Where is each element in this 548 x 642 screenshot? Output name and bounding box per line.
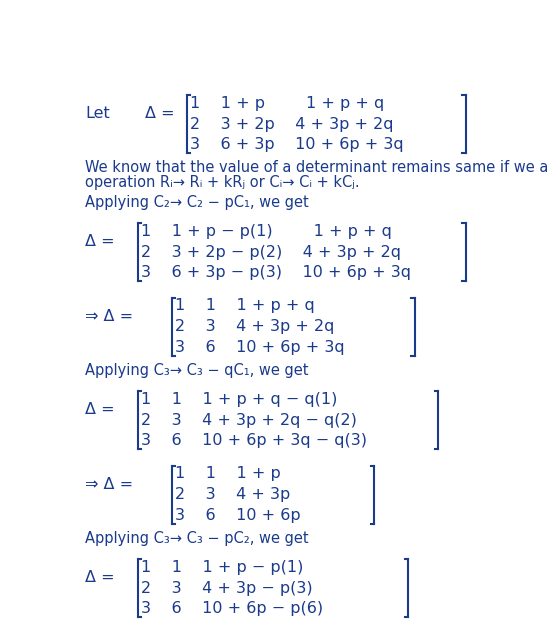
- Text: Δ =: Δ =: [85, 403, 115, 417]
- Text: 2    3    4 + 3p: 2 3 4 + 3p: [175, 487, 290, 502]
- Text: Applying C₂→ C₂ − pC₁, we get: Applying C₂→ C₂ − pC₁, we get: [85, 195, 309, 209]
- Text: 3    6 + 3p    10 + 6p + 3q: 3 6 + 3p 10 + 6p + 3q: [190, 137, 403, 152]
- Text: 3    6    10 + 6p − p(6): 3 6 10 + 6p − p(6): [141, 602, 323, 616]
- Text: Δ =: Δ =: [85, 234, 115, 249]
- Text: 2    3 + 2p − p(2)    4 + 3p + 2q: 2 3 + 2p − p(2) 4 + 3p + 2q: [141, 245, 401, 259]
- Text: 1    1    1 + p + q: 1 1 1 + p + q: [175, 299, 315, 313]
- Text: 3    6    10 + 6p + 3q: 3 6 10 + 6p + 3q: [175, 340, 344, 355]
- Text: 2    3    4 + 3p − p(3): 2 3 4 + 3p − p(3): [141, 580, 312, 596]
- Text: 2    3 + 2p    4 + 3p + 2q: 2 3 + 2p 4 + 3p + 2q: [190, 116, 393, 132]
- Text: Δ =: Δ =: [85, 570, 115, 586]
- Text: 1    1    1 + p: 1 1 1 + p: [175, 467, 281, 482]
- Text: Applying C₃→ C₃ − qC₁, we get: Applying C₃→ C₃ − qC₁, we get: [85, 363, 309, 377]
- Text: ⇒ Δ =: ⇒ Δ =: [85, 477, 134, 492]
- Text: 3    6 + 3p − p(3)    10 + 6p + 3q: 3 6 + 3p − p(3) 10 + 6p + 3q: [141, 265, 410, 281]
- Text: 2    3    4 + 3p + 2q: 2 3 4 + 3p + 2q: [175, 319, 334, 334]
- Text: 3    6    10 + 6p: 3 6 10 + 6p: [175, 508, 300, 523]
- Text: 1    1    1 + p − p(1): 1 1 1 + p − p(1): [141, 560, 303, 575]
- Text: Let: Let: [85, 106, 110, 121]
- Text: 3    6    10 + 6p + 3q − q(3): 3 6 10 + 6p + 3q − q(3): [141, 433, 367, 448]
- Text: Δ =: Δ =: [145, 106, 175, 121]
- Text: 1    1    1 + p + q − q(1): 1 1 1 + p + q − q(1): [141, 392, 337, 407]
- Text: 1    1 + p − p(1)        1 + p + q: 1 1 + p − p(1) 1 + p + q: [141, 224, 392, 239]
- Text: operation Rᵢ→ Rᵢ + kRⱼ or Cᵢ→ Cᵢ + kCⱼ.: operation Rᵢ→ Rᵢ + kRⱼ or Cᵢ→ Cᵢ + kCⱼ.: [85, 175, 360, 190]
- Text: 1    1 + p        1 + p + q: 1 1 + p 1 + p + q: [190, 96, 384, 110]
- Text: We know that the value of a determinant remains same if we apply the: We know that the value of a determinant …: [85, 160, 548, 175]
- Text: ⇒ Δ =: ⇒ Δ =: [85, 309, 134, 324]
- Text: Applying C₃→ C₃ − pC₂, we get: Applying C₃→ C₃ − pC₂, we get: [85, 531, 309, 546]
- Text: 2    3    4 + 3p + 2q − q(2): 2 3 4 + 3p + 2q − q(2): [141, 413, 357, 428]
